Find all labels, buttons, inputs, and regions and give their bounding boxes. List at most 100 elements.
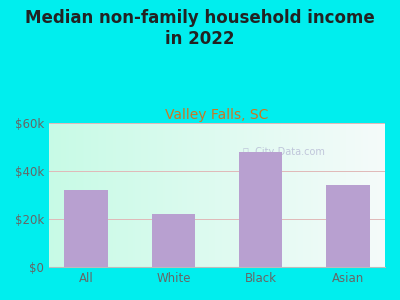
Bar <box>320 123 321 267</box>
Bar <box>272 123 274 267</box>
Bar <box>192 123 194 267</box>
Bar <box>123 123 125 267</box>
Bar <box>220 123 222 267</box>
Bar <box>373 123 375 267</box>
Bar <box>182 123 184 267</box>
Bar <box>153 123 155 267</box>
Bar <box>138 123 140 267</box>
Bar <box>64 190 108 267</box>
Bar <box>345 123 346 267</box>
Bar <box>296 123 298 267</box>
Bar <box>172 123 173 267</box>
Bar <box>304 123 306 267</box>
Bar <box>291 123 293 267</box>
Bar <box>61 123 62 267</box>
Bar <box>197 123 198 267</box>
Bar <box>180 123 182 267</box>
Bar <box>111 123 113 267</box>
Bar <box>198 123 200 267</box>
Bar <box>130 123 132 267</box>
Bar <box>118 123 120 267</box>
Bar <box>200 123 202 267</box>
Bar <box>264 123 266 267</box>
Bar <box>268 123 269 267</box>
Bar <box>210 123 212 267</box>
Bar <box>98 123 100 267</box>
Bar <box>242 123 244 267</box>
Bar <box>358 123 360 267</box>
Bar <box>167 123 168 267</box>
Bar <box>209 123 210 267</box>
Bar <box>113 123 115 267</box>
Bar <box>173 123 175 267</box>
Bar <box>170 123 172 267</box>
Bar <box>64 123 66 267</box>
Bar <box>103 123 104 267</box>
Bar <box>301 123 303 267</box>
Bar <box>128 123 130 267</box>
Bar <box>321 123 323 267</box>
Bar <box>362 123 363 267</box>
Bar <box>350 123 352 267</box>
Bar <box>348 123 350 267</box>
Bar <box>78 123 79 267</box>
Bar <box>286 123 288 267</box>
Bar <box>152 214 195 267</box>
Bar <box>333 123 335 267</box>
Bar <box>324 123 326 267</box>
Bar <box>66 123 68 267</box>
Bar <box>340 123 341 267</box>
Bar <box>140 123 142 267</box>
Bar <box>143 123 145 267</box>
Bar <box>120 123 121 267</box>
Bar <box>278 123 279 267</box>
Bar <box>146 123 148 267</box>
Bar <box>284 123 286 267</box>
Bar <box>261 123 262 267</box>
Bar <box>289 123 291 267</box>
Bar <box>76 123 78 267</box>
Bar <box>158 123 160 267</box>
Bar <box>279 123 281 267</box>
Bar <box>90 123 91 267</box>
Bar <box>126 123 128 267</box>
Bar <box>326 123 328 267</box>
Bar <box>316 123 318 267</box>
Bar <box>148 123 150 267</box>
Bar <box>58 123 59 267</box>
Bar <box>363 123 365 267</box>
Bar <box>335 123 336 267</box>
Bar <box>125 123 126 267</box>
Bar <box>331 123 333 267</box>
Bar <box>294 123 296 267</box>
Bar <box>281 123 282 267</box>
Bar <box>266 123 268 267</box>
Bar <box>69 123 71 267</box>
Bar <box>328 123 330 267</box>
Bar <box>150 123 152 267</box>
Bar <box>202 123 204 267</box>
Bar <box>84 123 86 267</box>
Bar <box>368 123 370 267</box>
Bar <box>93 123 94 267</box>
Bar <box>188 123 190 267</box>
Bar <box>244 123 246 267</box>
Text: Median non-family household income
in 2022: Median non-family household income in 20… <box>25 9 375 48</box>
Bar <box>254 123 256 267</box>
Bar <box>247 123 249 267</box>
Bar <box>121 123 123 267</box>
Bar <box>240 123 242 267</box>
Bar <box>271 123 272 267</box>
Bar <box>133 123 135 267</box>
Bar <box>212 123 214 267</box>
Bar <box>230 123 232 267</box>
Bar <box>378 123 380 267</box>
Bar <box>288 123 289 267</box>
Bar <box>370 123 372 267</box>
Bar <box>156 123 158 267</box>
Bar <box>341 123 343 267</box>
Bar <box>382 123 383 267</box>
Bar <box>377 123 378 267</box>
Bar <box>207 123 209 267</box>
Bar <box>353 123 355 267</box>
